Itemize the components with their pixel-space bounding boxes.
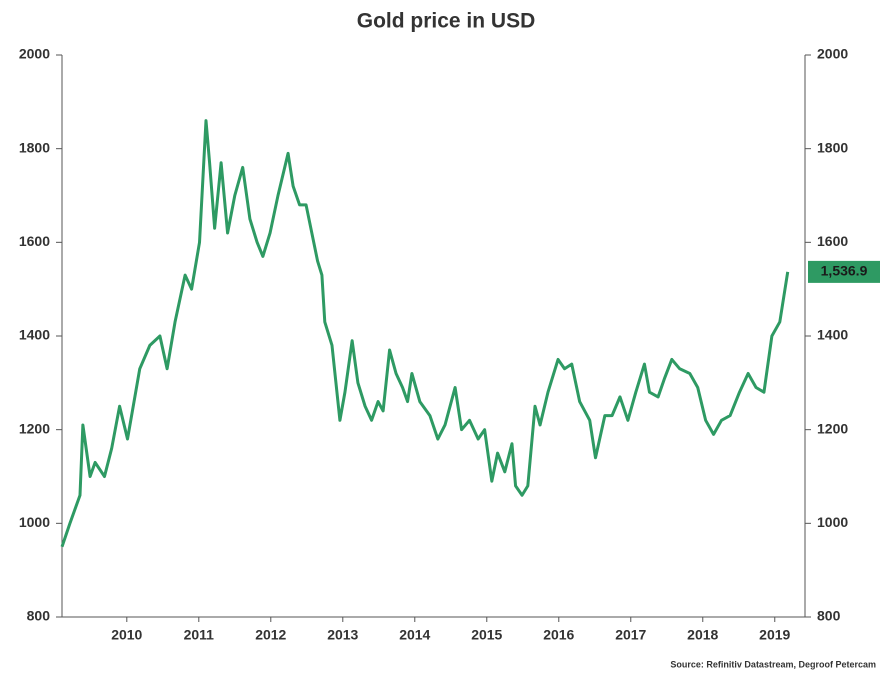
y2-tick-label: 1600	[817, 233, 848, 249]
y2-tick-label: 800	[817, 608, 841, 624]
y2-tick-label: 1400	[817, 327, 848, 343]
y2-tick-label: 1200	[817, 420, 848, 436]
x-tick-label: 2012	[255, 627, 286, 643]
x-tick-label: 2015	[471, 627, 502, 643]
y-tick-label: 2000	[19, 46, 50, 62]
x-tick-label: 2014	[399, 627, 430, 643]
x-tick-label: 2013	[327, 627, 358, 643]
price-line	[60, 119, 790, 548]
x-tick-label: 2016	[543, 627, 574, 643]
end-label: 1,536.9	[821, 263, 868, 279]
y2-tick-label: 1000	[817, 514, 848, 530]
x-tick-label: 2010	[111, 627, 142, 643]
y-tick-label: 1000	[19, 514, 50, 530]
end-label-box	[808, 260, 880, 283]
y-tick-label: 800	[27, 608, 51, 624]
y-tick-label: 1400	[19, 327, 50, 343]
y2-tick-label: 2000	[817, 46, 848, 62]
x-tick-label: 2019	[759, 627, 790, 643]
y-tick-label: 1200	[19, 420, 50, 436]
y-tick-label: 1600	[19, 233, 50, 249]
y2-tick-label: 1800	[817, 139, 848, 155]
y-tick-label: 1800	[19, 139, 50, 155]
source-note: Source: Refinitiv Datastream, Degroof Pe…	[670, 659, 876, 669]
x-tick-label: 2017	[615, 627, 646, 643]
x-tick-label: 2011	[184, 627, 215, 643]
chart-title: Gold price in USD	[357, 10, 536, 33]
x-tick-label: 2018	[687, 627, 718, 643]
